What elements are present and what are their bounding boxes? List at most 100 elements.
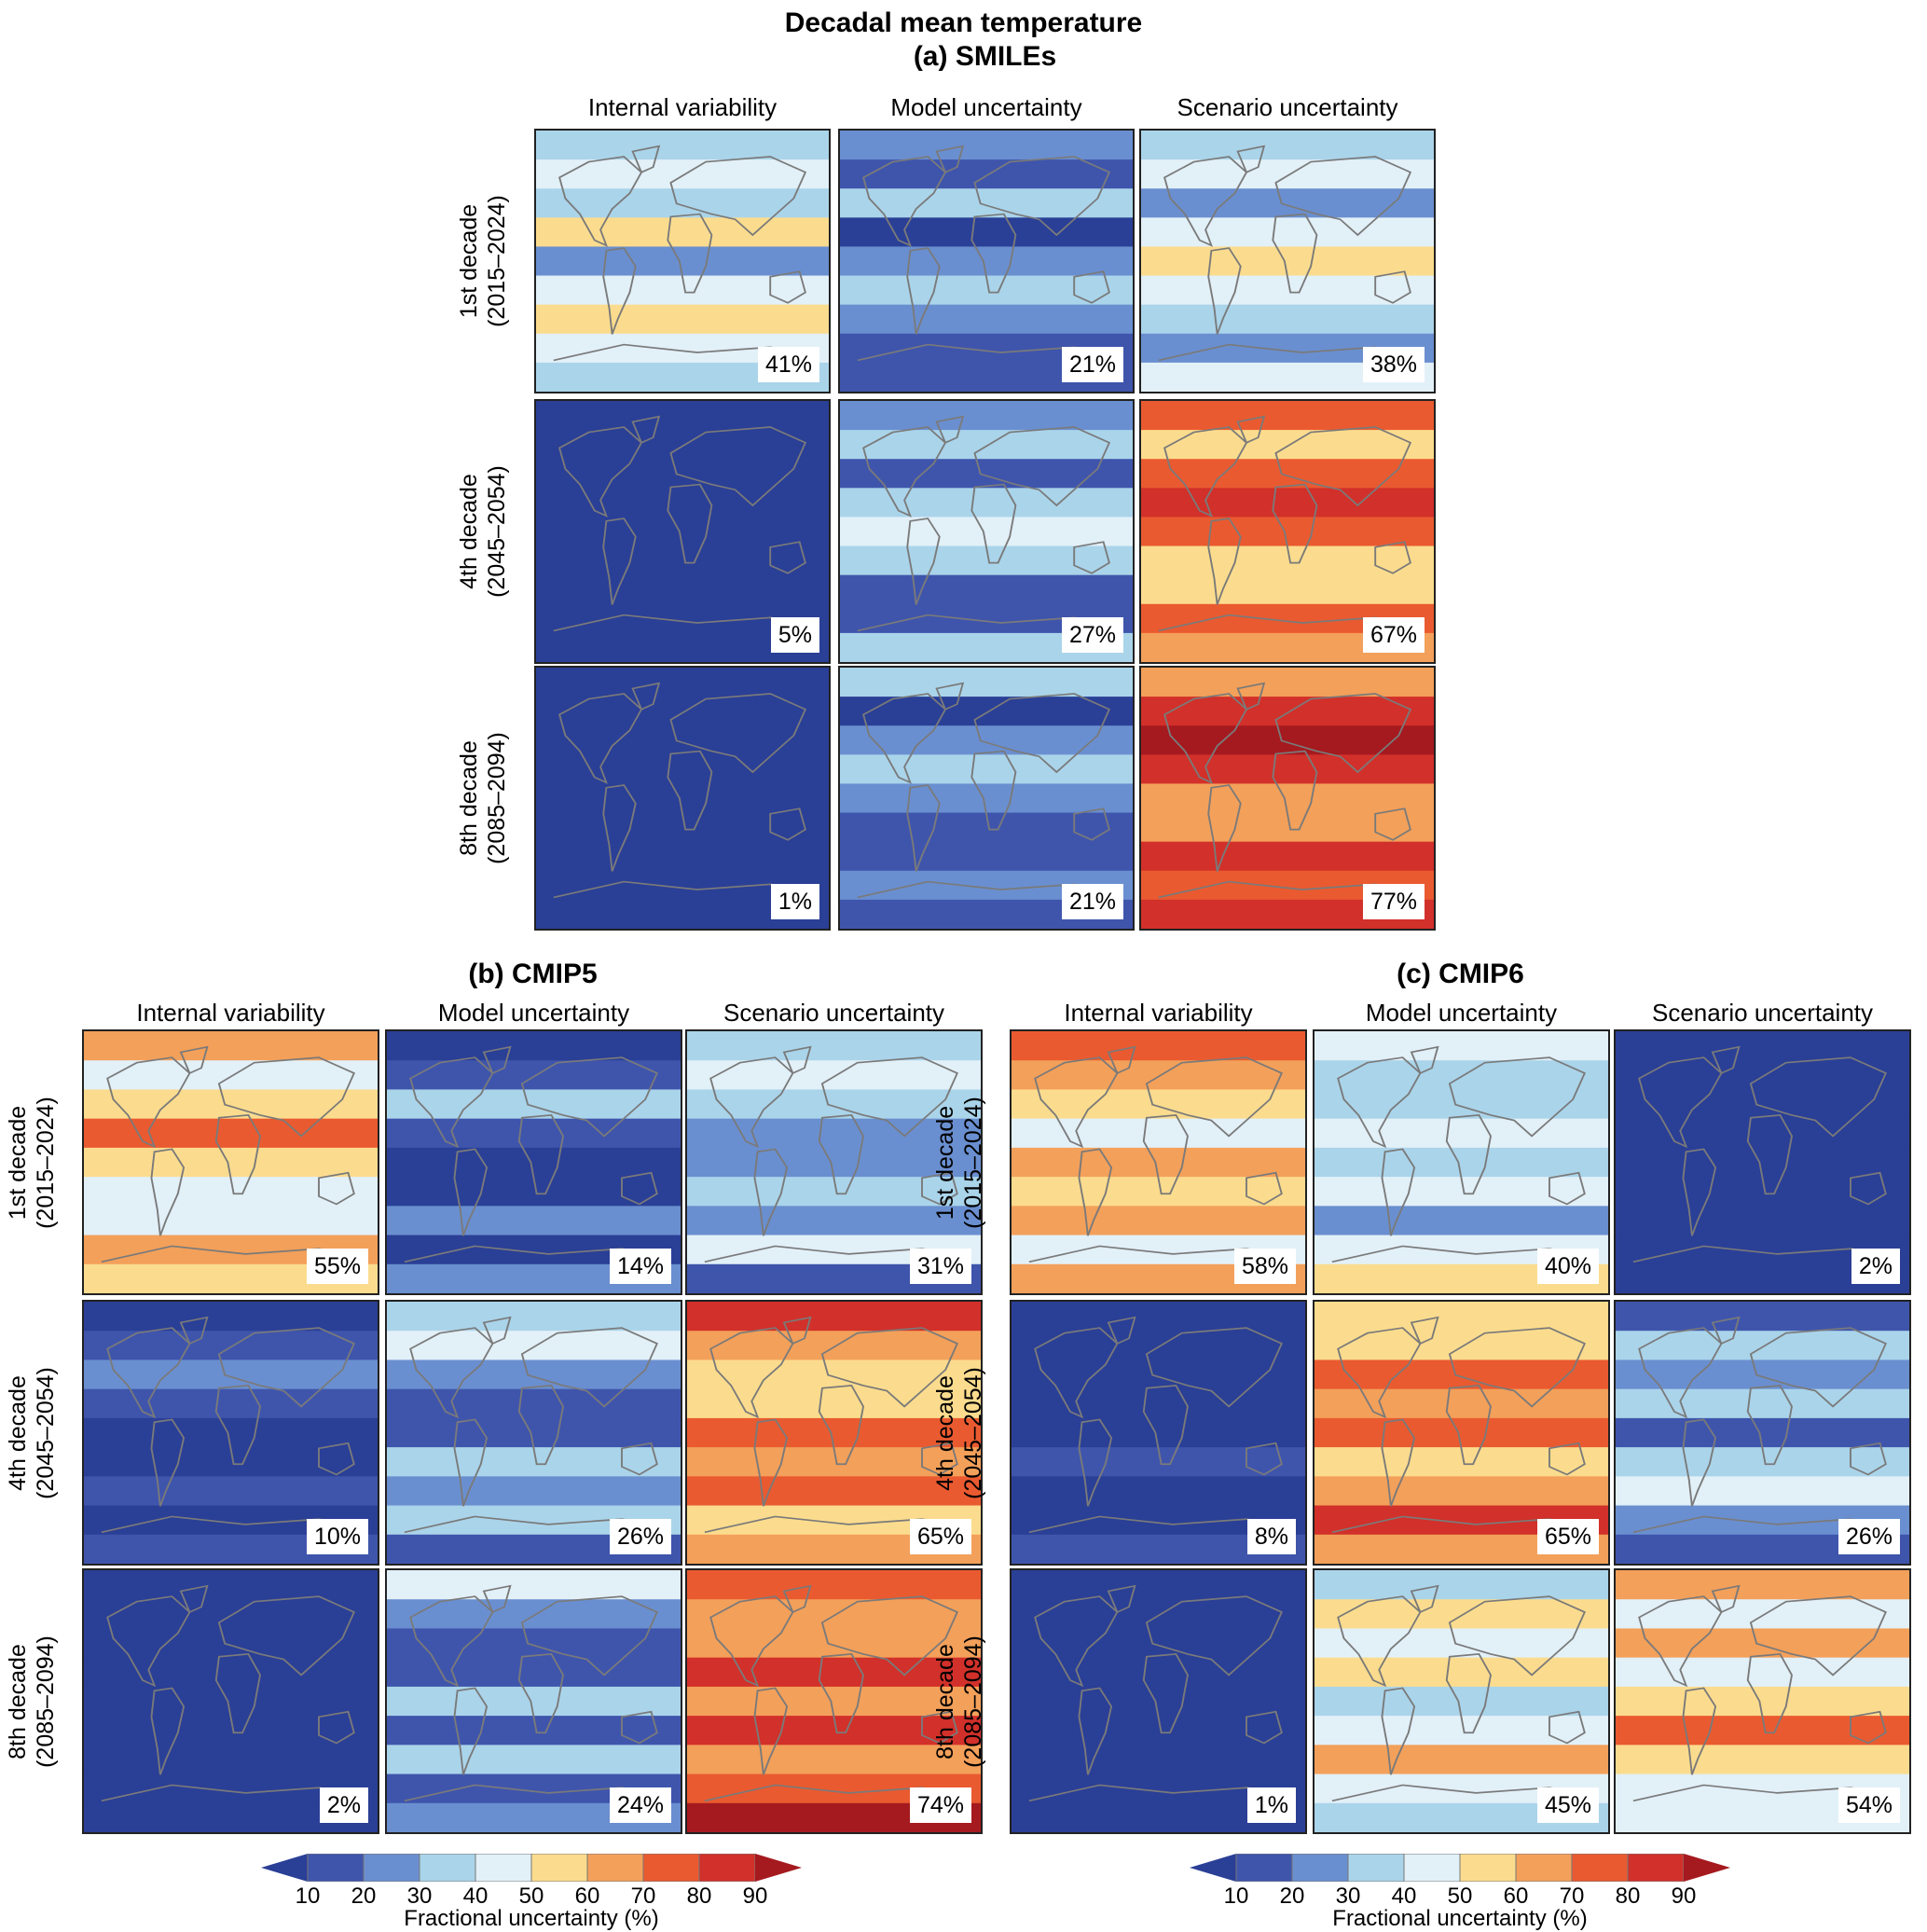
- colorbar-segment: [642, 1854, 700, 1882]
- map-panel: 1%: [534, 666, 831, 931]
- map-panel: 45%: [1313, 1568, 1610, 1834]
- global-mean-percent-label: 74%: [909, 1787, 971, 1823]
- coastline: [1236, 682, 1266, 711]
- colorbar-segment: [530, 1854, 588, 1882]
- colorbar-tick-label: 70: [630, 1884, 656, 1909]
- row-label: 1st decade (2015–2024): [932, 1096, 986, 1229]
- coastline: [973, 426, 1111, 507]
- map-panel: 74%: [685, 1568, 983, 1834]
- map-band: [536, 401, 829, 431]
- map-band: [1141, 188, 1434, 218]
- global-mean-percent-label: 41%: [757, 347, 819, 382]
- map-band: [1012, 1147, 1305, 1178]
- map-band: [536, 188, 829, 218]
- global-mean-percent-label: 55%: [306, 1249, 368, 1284]
- coastline: [1445, 1114, 1492, 1195]
- coastline: [318, 1710, 355, 1745]
- map-band: [1012, 1089, 1305, 1120]
- coastline: [318, 1442, 355, 1476]
- map-band: [1141, 725, 1434, 755]
- coastline: [709, 1056, 794, 1149]
- map-band: [1616, 1089, 1909, 1120]
- coastline: [1337, 1595, 1422, 1688]
- coastline: [782, 1584, 812, 1614]
- map-panel: 58%: [1010, 1029, 1307, 1295]
- map-band: [1314, 1089, 1608, 1120]
- coastline: [709, 1327, 794, 1419]
- coastline: [517, 1385, 564, 1466]
- coastline: [1272, 750, 1318, 831]
- map-band: [687, 1359, 981, 1390]
- coastline: [818, 1653, 864, 1734]
- map-band: [840, 131, 1133, 160]
- colorbar-tick-label: 10: [1223, 1884, 1249, 1909]
- map-band: [536, 574, 829, 605]
- map-band: [1616, 1745, 1909, 1775]
- map-band: [1314, 1206, 1608, 1236]
- coastline: [1207, 784, 1242, 872]
- map-band: [840, 188, 1133, 218]
- global-mean-percent-label: 21%: [1061, 884, 1123, 919]
- colorbar-tick-label: 70: [1559, 1884, 1585, 1909]
- coastline: [1711, 1045, 1741, 1075]
- coastline: [1448, 1056, 1587, 1138]
- coastline: [631, 145, 661, 173]
- coastline: [602, 784, 637, 872]
- map-band: [1314, 1570, 1608, 1600]
- map-band: [536, 304, 829, 335]
- colorbar-tick-label: 90: [742, 1884, 768, 1909]
- colorbar-extend-low: [1190, 1854, 1236, 1882]
- coastline: [631, 682, 661, 711]
- colorbar-segment: [1347, 1854, 1405, 1882]
- map-band: [84, 1302, 378, 1332]
- coastline: [602, 518, 637, 605]
- map-band: [1616, 1388, 1909, 1419]
- map-band: [387, 1031, 681, 1061]
- coastline: [150, 1418, 186, 1507]
- coastline: [1381, 1148, 1416, 1236]
- global-mean-percent-label: 31%: [909, 1249, 971, 1284]
- global-mean-percent-label: 67%: [1362, 617, 1425, 653]
- map-band: [84, 1388, 378, 1419]
- map-band: [1314, 1476, 1608, 1507]
- global-mean-percent-label: 45%: [1536, 1787, 1599, 1823]
- global-mean-percent-label: 2%: [319, 1787, 368, 1823]
- map-band: [84, 1657, 378, 1688]
- map-band: [1141, 841, 1434, 872]
- map-band: [387, 1570, 681, 1600]
- colorbar-extend-high: [755, 1854, 802, 1882]
- map-panel: 65%: [1313, 1300, 1610, 1566]
- row-label: 4th decade (2045–2054): [5, 1366, 59, 1499]
- coastline: [1682, 1687, 1717, 1775]
- colorbar-tick-label: 20: [351, 1884, 377, 1909]
- coastline: [935, 145, 965, 173]
- coastline: [1274, 426, 1412, 507]
- panel-group-title-b: (b) CMIP5: [468, 959, 598, 989]
- map-band: [84, 1686, 378, 1717]
- map-band: [1141, 246, 1434, 277]
- map-band: [687, 1031, 981, 1061]
- coastline: [973, 156, 1111, 237]
- map-band: [687, 1628, 981, 1659]
- map-panel: 40%: [1313, 1029, 1610, 1295]
- map-band: [687, 1745, 981, 1775]
- coastline: [906, 518, 941, 605]
- coastline: [1078, 1687, 1113, 1775]
- map-band: [1314, 1745, 1608, 1775]
- panel-group-title-a: (a) SMILEs: [913, 41, 1057, 72]
- coastline: [1638, 1595, 1723, 1688]
- coastline: [1711, 1584, 1741, 1614]
- coastline: [1145, 1056, 1284, 1138]
- coastline: [409, 1595, 494, 1688]
- map-band: [387, 1417, 681, 1448]
- row-label: 1st decade (2015–2024): [456, 195, 510, 327]
- coastline: [1272, 213, 1318, 294]
- coastline: [1073, 541, 1110, 574]
- colorbar-extend-high: [1684, 1854, 1730, 1882]
- coastline: [1337, 1327, 1422, 1419]
- coastline: [1207, 247, 1242, 335]
- coastline: [1272, 483, 1318, 564]
- map-band: [1012, 1417, 1305, 1448]
- map-band: [536, 841, 829, 872]
- map-band: [1314, 1147, 1608, 1178]
